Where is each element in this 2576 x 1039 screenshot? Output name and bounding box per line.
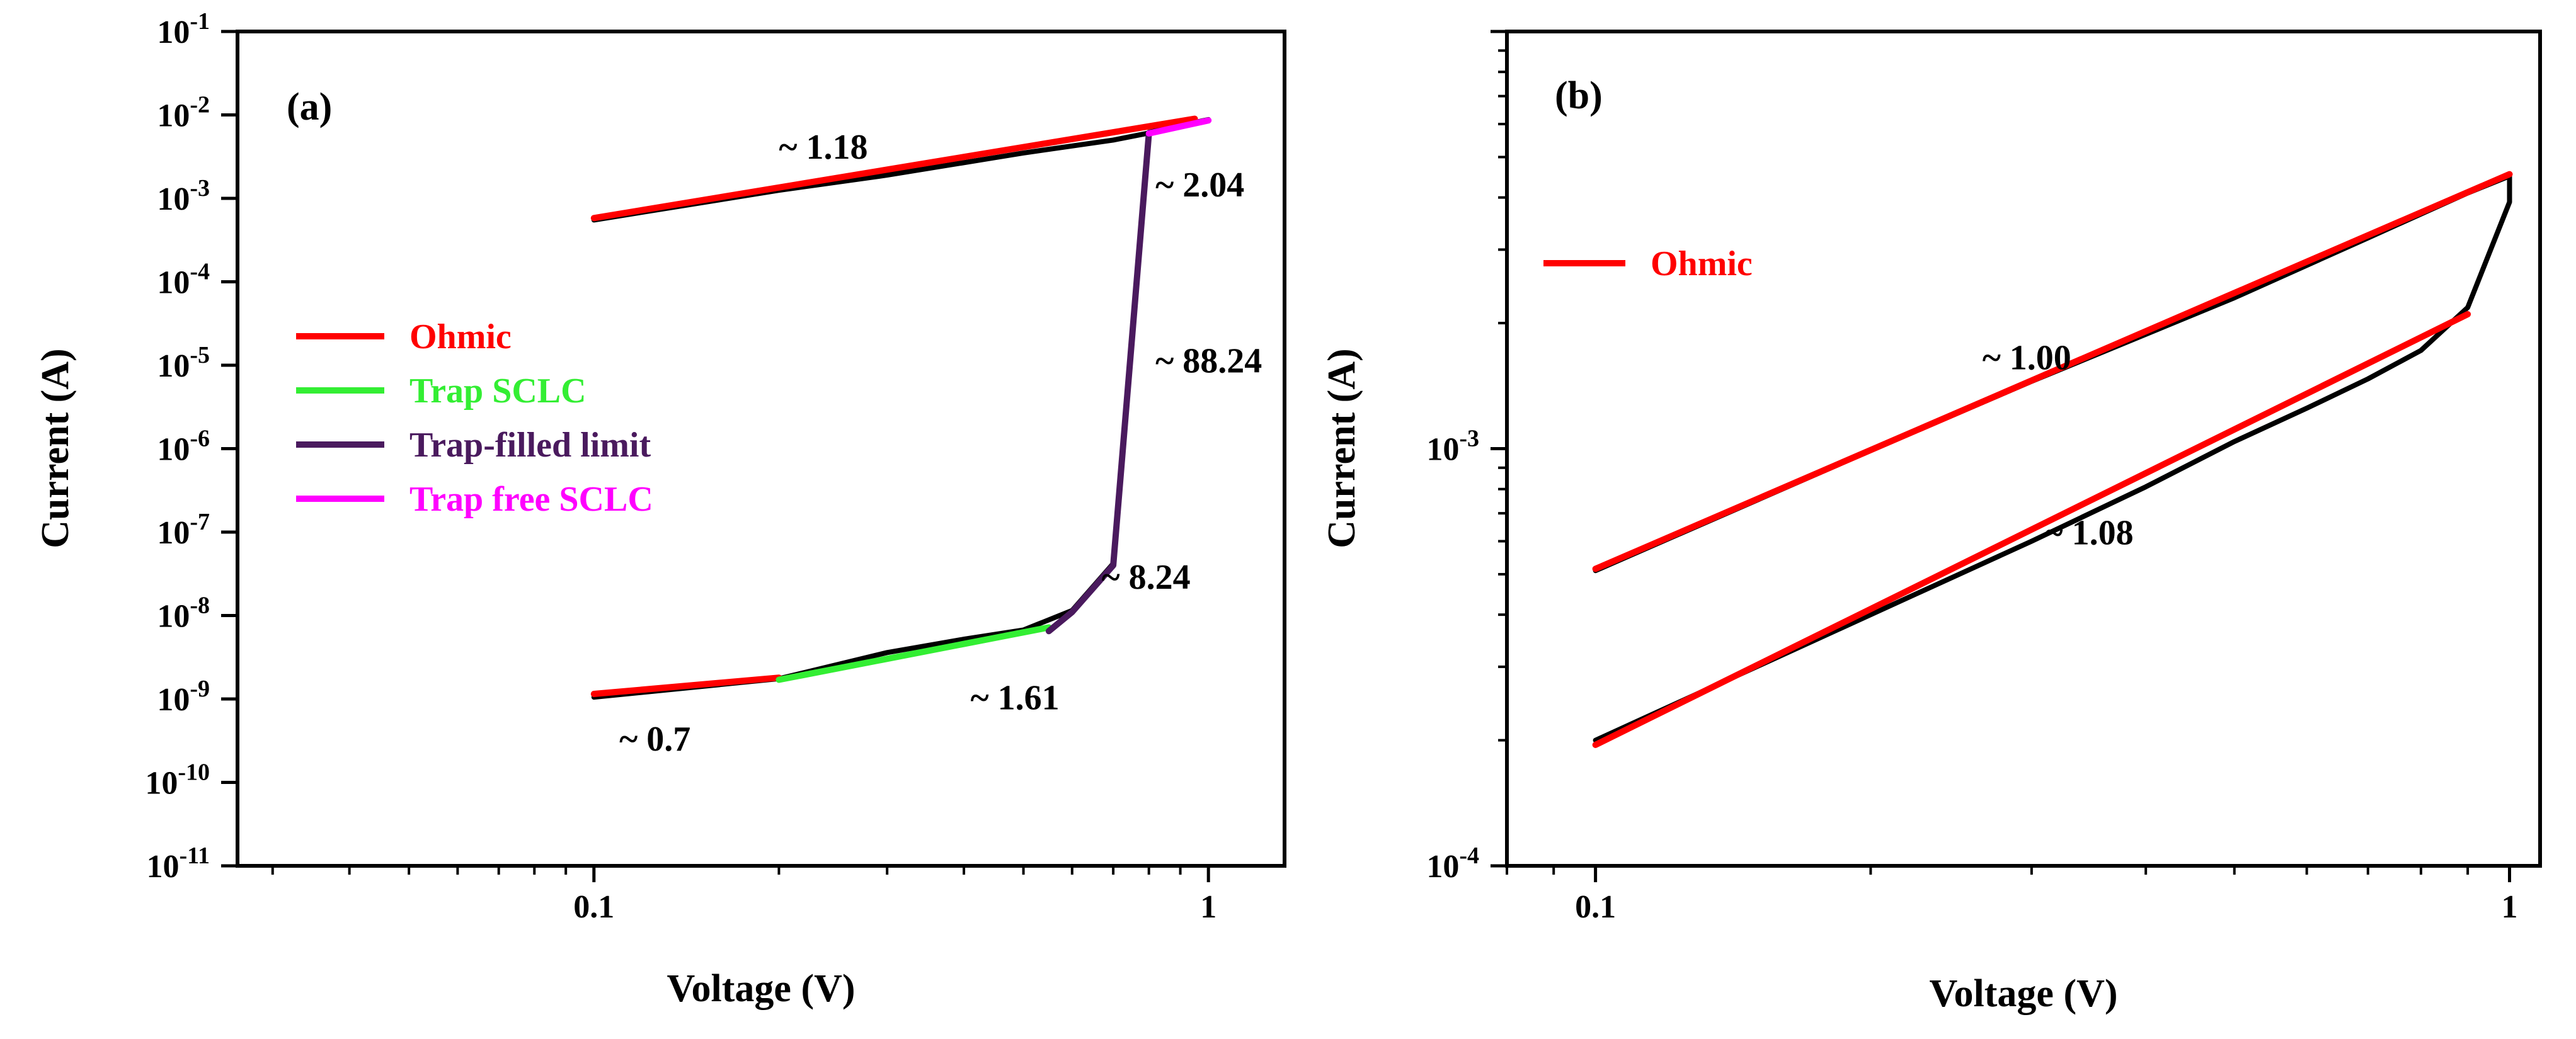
y-tick-exponent: -5 [190,342,210,368]
y-tick-exponent: -2 [190,92,210,118]
legend-label-ohmic: Ohmic [1651,244,1753,283]
y-tick-exponent: -6 [190,426,210,452]
panel-a-y-tick-label: 10-2 [157,92,210,134]
panel-a-y-tick-label: 10-4 [157,259,210,301]
y-tick-base: 10 [157,181,190,217]
y-tick-base: 10 [157,682,190,718]
y-tick-base: 10 [157,14,190,50]
y-tick-base: 10 [157,515,190,551]
panel-a-y-tick-label: 10-9 [157,676,210,718]
panel-a-y-tick-label: 10-8 [157,593,210,635]
panel-a-series-trap-filled-limit-4 [1045,130,1152,635]
panel-b-x-axis-title: Voltage (V) [1929,972,2117,1015]
panel-b-x-tick-label: 0.1 [1575,889,1616,925]
legend-label-trap-filled-limit: Trap-filled limit [409,426,651,465]
y-tick-base: 10 [145,766,178,802]
chart-panel-a: 10-1110-1010-910-810-710-610-510-410-310… [34,8,1286,1010]
panel-a-label: (a) [287,86,332,128]
y-tick-exponent: -8 [190,593,210,619]
y-tick-exponent: -3 [1459,426,1479,452]
y-tick-base: 10 [1426,432,1459,468]
panel-b-x-tick-label: 1 [2502,889,2518,925]
legend-label-ohmic: Ohmic [409,317,512,356]
panel-a-marks [590,115,1212,700]
panel-a-slope-annotation: ~ 88.24 [1155,341,1262,380]
panel-b-marks [1592,171,2513,748]
panel-a-y-tick-label: 10-3 [157,175,210,217]
y-tick-exponent: -1 [190,8,210,35]
y-tick-exponent: -4 [190,259,210,285]
y-tick-exponent: -3 [190,175,210,202]
y-tick-base: 10 [146,849,179,885]
chart-panel-b: 10-410-30.1 1 ~ 1.00~ 1.08 Ohmic (b) Volt… [1320,30,2542,1015]
panel-a-y-axis-title: Current (A) [34,348,77,548]
panel-b-label: (b) [1555,74,1603,117]
panel-a-y-tick-label: 10-5 [157,342,210,384]
y-tick-exponent: -9 [190,676,210,702]
panel-a-slope-annotation: ~ 0.7 [619,720,690,759]
y-tick-base: 10 [1426,849,1459,885]
y-tick-exponent: -10 [178,759,210,786]
panel-a-slope-annotation: ~ 1.61 [970,679,1059,718]
panel-a-axes: 10-1110-1010-910-810-710-610-510-410-310… [145,8,1216,925]
y-tick-base: 10 [157,348,190,384]
y-tick-exponent: -4 [1459,843,1479,869]
y-tick-base: 10 [157,98,190,134]
panel-a-annotations: ~ 1.18 ~ 2.04 ~ 88.24 ~ 8.24 ~ 1.61 ~ 0.7 [619,128,1262,759]
legend-label-trap-sclc: Trap SCLC [409,372,587,411]
y-tick-base: 10 [157,432,190,468]
panel-b-series-ohmic-2 [1592,311,2471,748]
panel-b-series-data-0 [1593,173,2512,743]
panel-a-slope-annotation: ~ 8.24 [1102,558,1191,597]
panel-b-y-tick-label: 10-4 [1426,843,1479,885]
panel-a-series-ohmic-2 [590,115,1198,222]
panel-b-slope-annotation: ~ 1.08 [2045,513,2134,552]
panel-b-y-axis-title: Current (A) [1320,348,1363,548]
panel-a-slope-annotation: ~ 1.18 [779,128,867,167]
y-tick-base: 10 [157,265,190,301]
panel-a-x-axis-title: Voltage (V) [667,967,855,1010]
y-tick-base: 10 [157,599,190,635]
panel-a-y-tick-label: 10-7 [157,509,210,551]
panel-a-series-ohmic-1 [590,674,782,697]
panel-a-series-trap-free-sclc-5 [1145,117,1212,137]
panel-b-slope-annotation: ~ 1.00 [1983,338,2071,377]
panel-a-y-tick-label: 10-6 [157,426,210,468]
panel-b-annotations: ~ 1.00 ~ 1.08 [1983,338,2134,552]
panel-a-slope-annotation: ~ 2.04 [1155,166,1244,205]
y-tick-exponent: -11 [179,843,210,869]
panel-a-y-tick-label: 10-10 [145,759,210,802]
panel-b-axes: 10-410-30.1 1 [1426,30,2518,925]
panel-a-y-tick-label: 10-11 [146,843,210,885]
panel-a-series-trap-sclc-3 [776,624,1052,683]
panel-a-y-tick-label: 10-1 [157,8,210,50]
y-tick-exponent: -7 [190,509,210,535]
panel-a-x-tick-label: 1 [1200,889,1216,925]
panel-a-x-tick-label: 0.1 [573,889,614,925]
panel-b-y-tick-label: 10-3 [1426,426,1479,468]
panel-a-legend: Ohmic Trap SCLC Trap-filled limit Trap free… [296,317,653,519]
legend-label-trap-free-sclc: Trap free SCLC [409,480,653,519]
panel-b-legend: Ohmic [1543,244,1753,283]
panel-b-series-ohmic-1 [1592,171,2513,572]
